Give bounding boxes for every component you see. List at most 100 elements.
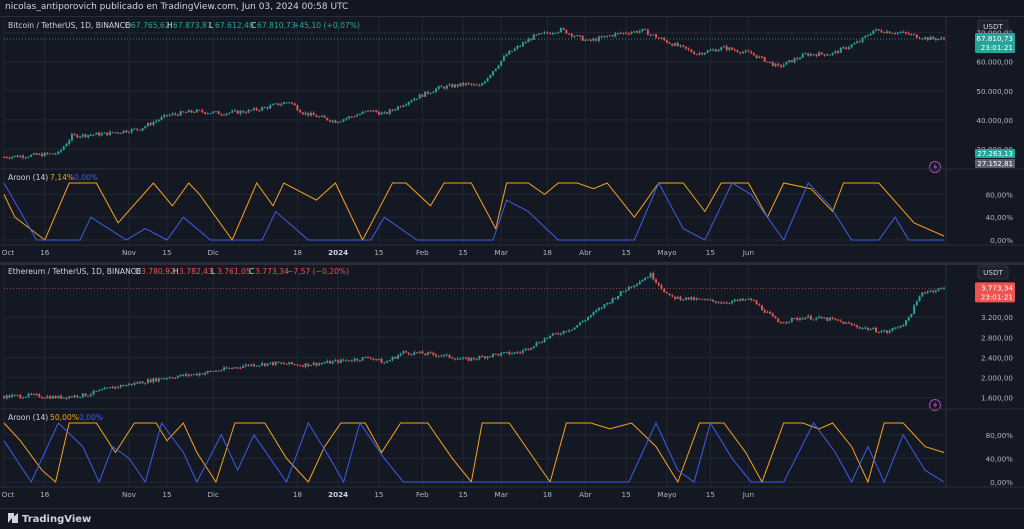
candle-body	[70, 396, 73, 398]
ohlc-label-l: L	[209, 21, 214, 30]
lightning-alert-icon[interactable]	[929, 399, 941, 411]
candle-body	[119, 132, 122, 134]
candle-body	[481, 83, 484, 86]
candle-body	[73, 395, 76, 398]
candle-body	[176, 376, 179, 378]
candle-body	[780, 322, 782, 324]
tradingview-logo[interactable]: TradingView	[8, 513, 91, 525]
candle-body	[807, 53, 810, 56]
candle-body	[766, 61, 769, 63]
candle-body	[587, 317, 590, 320]
candle-body	[489, 356, 492, 358]
candle-body	[714, 49, 717, 52]
candle-body	[70, 134, 73, 141]
candle-body	[720, 47, 723, 50]
candle-body	[910, 313, 913, 318]
candle-body	[386, 361, 389, 363]
candle-body	[277, 103, 280, 106]
candle-body	[894, 33, 897, 35]
candle-body	[185, 374, 188, 376]
candle-body	[269, 362, 272, 364]
candle-body	[793, 58, 796, 63]
candle-body	[565, 330, 568, 332]
candle-body	[695, 298, 698, 300]
candle-body	[160, 378, 163, 380]
price-grid	[3, 263, 944, 487]
lightning-alert-icon[interactable]	[929, 161, 941, 173]
candle-body	[255, 108, 258, 111]
aroon-up-line	[3, 422, 945, 484]
candle-body	[11, 395, 14, 398]
candle-body	[807, 315, 810, 318]
candle-body	[372, 358, 375, 360]
candle-body	[505, 54, 508, 57]
candle-body	[358, 113, 361, 115]
candle-body	[875, 327, 878, 333]
candle-body	[440, 355, 443, 357]
candle-body	[731, 47, 734, 50]
candle-body	[815, 317, 818, 320]
candle-body	[73, 134, 76, 136]
candle-body	[706, 50, 709, 53]
candle-body	[424, 353, 427, 355]
price-axis[interactable]: USDT70.000,0060.000,0050.000,0040.000,00…	[945, 17, 1015, 245]
candle-body	[850, 323, 853, 325]
currency-button[interactable]	[977, 265, 1009, 280]
candle-body	[348, 116, 351, 119]
candle-body	[627, 33, 630, 35]
candle-body	[568, 33, 571, 35]
candle-body	[79, 136, 82, 138]
candle-body	[11, 156, 14, 159]
time-axis[interactable]: Oct 16 Nov 15 Dic 18 2024 15 Feb 15 Mar 18 Abr 15 Mayo…	[0, 486, 1024, 499]
candle-body	[388, 360, 391, 362]
candle-body	[223, 114, 226, 116]
candle-body	[201, 373, 204, 375]
candle-body	[913, 34, 916, 36]
candle-body	[323, 115, 326, 118]
candle-body	[652, 34, 655, 36]
candle-body	[619, 291, 622, 296]
aroon-axis-tick: 40,00%	[986, 213, 1014, 222]
candle-body	[157, 119, 160, 121]
candle-body	[657, 282, 660, 286]
candle-body	[617, 32, 619, 34]
price-axis[interactable]: USDT 3.200,00 2.800,00 2.400,00 2.000,00 1.60…	[945, 263, 1015, 487]
time-tick: 15	[706, 490, 715, 499]
candle-body	[812, 54, 815, 56]
ohlc-change: −7,57 (−0,20%)	[287, 267, 349, 276]
ohlc-label-h: H	[173, 267, 179, 276]
candle-body	[687, 48, 690, 50]
candle-body	[195, 109, 198, 113]
candle-body	[24, 157, 27, 159]
extra-price-label: 27.263,13	[977, 150, 1013, 158]
currency-button[interactable]	[977, 19, 1009, 34]
candle-body	[828, 54, 831, 56]
candle-body	[299, 110, 302, 113]
candle-body	[49, 153, 52, 155]
candle-body	[701, 298, 704, 300]
candle-body	[106, 387, 109, 389]
candle-body	[46, 152, 49, 154]
candle-body	[502, 56, 505, 61]
candle-body	[641, 280, 644, 282]
candle-body	[739, 298, 742, 301]
candle-body	[513, 48, 516, 51]
candle-body	[747, 298, 750, 300]
price-grid	[3, 17, 944, 245]
candle-body	[49, 396, 52, 399]
candle-body	[790, 60, 793, 63]
aroon-up-value: 50,00%	[50, 413, 79, 422]
candle-body	[247, 364, 250, 366]
candle-body	[22, 397, 24, 399]
candle-body	[204, 112, 207, 114]
time-axis[interactable]: Oct 16 Nov 15 Dic 18 2024 15 Feb 15 Mar 18 Abr 15 Mayo…	[0, 244, 1024, 257]
candle-body	[535, 34, 538, 36]
candle-body	[228, 367, 231, 369]
candle-body	[885, 330, 888, 333]
ohlc-label-o: O	[125, 21, 131, 30]
candle-body	[581, 35, 584, 41]
candle-body	[799, 318, 801, 320]
candle-body	[326, 360, 329, 363]
